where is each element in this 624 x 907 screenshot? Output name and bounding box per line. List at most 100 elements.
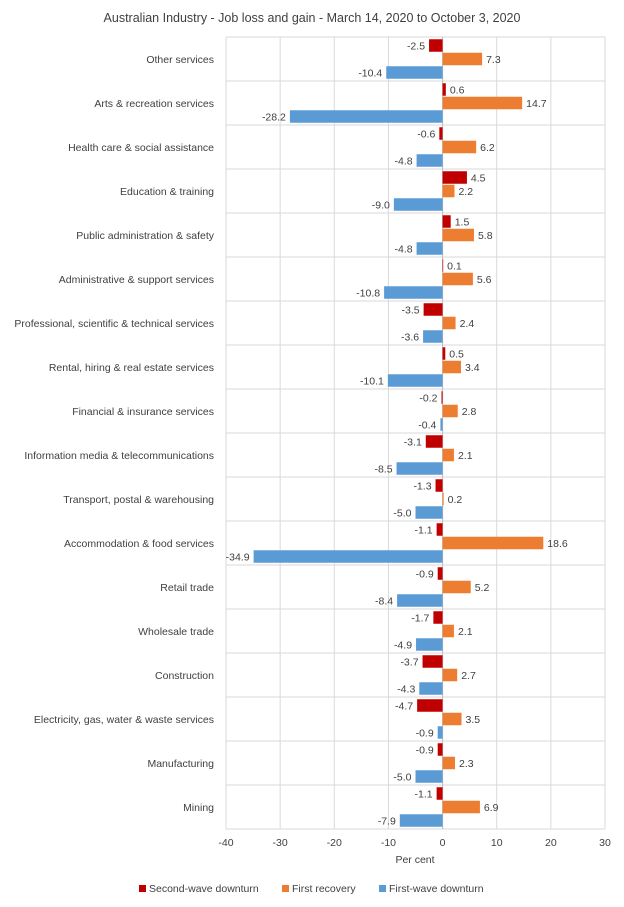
bar (442, 756, 456, 770)
data-label: -4.9 (394, 639, 412, 651)
category-label: Wholesale trade (138, 626, 214, 638)
data-label: 2.1 (458, 626, 473, 638)
data-label: -2.5 (407, 40, 425, 52)
data-label: 2.3 (459, 758, 474, 770)
bar (442, 580, 471, 594)
data-label: 0.5 (449, 348, 464, 360)
bar (399, 814, 443, 827)
data-label: 5.6 (477, 274, 492, 286)
bar (442, 316, 456, 330)
data-label: -0.4 (418, 419, 436, 431)
bar (436, 523, 443, 536)
category-label: Information media & telecommunications (24, 450, 214, 462)
bar (416, 638, 443, 651)
data-label: 4.5 (471, 172, 486, 184)
data-label: -5.0 (393, 771, 411, 783)
x-tick-label: -20 (327, 837, 342, 849)
bar (437, 726, 443, 739)
bar (437, 743, 443, 756)
data-label: -4.8 (394, 155, 412, 167)
data-label: 0.2 (448, 494, 463, 506)
bar (442, 712, 462, 726)
legend-label: First-wave downturn (389, 883, 484, 895)
data-label: 3.5 (466, 714, 481, 726)
data-label: -0.9 (416, 568, 434, 580)
category-label: Financial & insurance services (72, 406, 214, 418)
data-label: 2.7 (461, 670, 476, 682)
bar (439, 127, 443, 140)
data-label: -3.1 (404, 436, 422, 448)
x-tick-label: -10 (381, 837, 396, 849)
bar (442, 536, 544, 550)
legend-label: First recovery (292, 883, 356, 895)
bar (442, 171, 467, 184)
category-label: Administrative & support services (59, 274, 214, 286)
data-label: -7.9 (378, 815, 396, 827)
gridlines (225, 36, 606, 830)
bar (441, 391, 443, 404)
bar (442, 492, 444, 506)
category-label: Professional, scientific & technical ser… (14, 318, 214, 330)
data-label: -10.8 (356, 287, 380, 299)
bar (442, 272, 473, 286)
bar (442, 360, 461, 374)
bar (393, 198, 443, 211)
data-label: -10.4 (358, 67, 382, 79)
data-label: -4.8 (394, 243, 412, 255)
chart-title: Australian Industry - Job loss and gain … (104, 11, 521, 25)
data-label: -3.5 (402, 304, 420, 316)
category-label: Construction (155, 670, 214, 682)
data-label: -9.0 (372, 199, 390, 211)
category-label: Retail trade (160, 582, 214, 594)
data-label: 2.4 (460, 318, 475, 330)
bar (423, 330, 443, 343)
bar (442, 215, 451, 228)
data-label: 3.4 (465, 362, 480, 374)
legend-swatch (379, 885, 386, 892)
data-label: -4.7 (395, 700, 413, 712)
data-label: -3.7 (400, 656, 418, 668)
data-label: -8.5 (374, 463, 392, 475)
x-tick-label: -30 (273, 837, 288, 849)
legend-label: Second-wave downturn (149, 883, 259, 895)
bar (415, 506, 443, 519)
data-label: -5.0 (393, 507, 411, 519)
x-tick-label: 0 (440, 837, 446, 849)
bar (442, 184, 455, 198)
data-label: -0.2 (419, 392, 437, 404)
data-label: -1.1 (415, 524, 433, 536)
x-tick-label: 20 (545, 837, 557, 849)
bars (253, 39, 544, 827)
bar (442, 96, 523, 110)
x-axis-title: Per cent (395, 854, 434, 866)
category-labels: Other services Arts & recreation services… (14, 54, 214, 814)
data-label: -0.6 (417, 128, 435, 140)
bar (384, 286, 443, 299)
bar (442, 404, 458, 418)
bar (422, 655, 443, 668)
data-label: -1.3 (413, 480, 431, 492)
category-label: Public administration & safety (76, 230, 214, 242)
data-label: -34.9 (226, 551, 250, 563)
bar (423, 303, 443, 316)
bar (429, 39, 443, 52)
bar (433, 611, 443, 624)
bar (415, 770, 443, 783)
bar (416, 154, 443, 167)
x-tick-label: 30 (599, 837, 611, 849)
bar (396, 462, 443, 475)
data-label: -0.9 (416, 744, 434, 756)
bar (442, 800, 480, 814)
bar (442, 83, 446, 96)
data-label: 5.8 (478, 230, 493, 242)
data-label: -10.1 (360, 375, 384, 387)
bar (253, 550, 443, 563)
bar (442, 228, 474, 242)
bar (436, 787, 443, 800)
bar (419, 682, 443, 695)
bar (425, 435, 443, 448)
data-label: 7.3 (486, 54, 501, 66)
data-label: 14.7 (526, 98, 547, 110)
bar (416, 242, 443, 255)
